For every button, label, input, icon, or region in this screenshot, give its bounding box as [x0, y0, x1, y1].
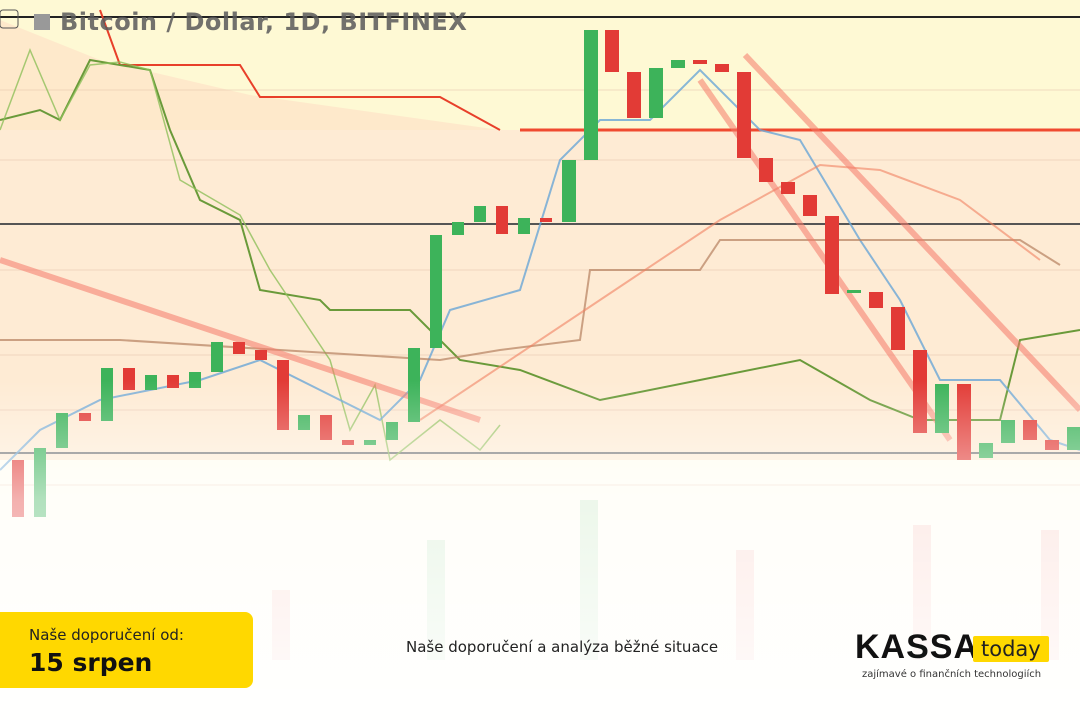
badge-date: 15 srpen — [29, 648, 153, 677]
date-badge: Naše doporučení od: 15 srpen — [0, 612, 253, 688]
chart-title: Bitcoin / Dollar, 1D, BITFINEX — [60, 8, 468, 36]
logo-name: KASSA — [855, 628, 980, 666]
caption: Naše doporučení a analýza běžné situace — [406, 638, 719, 656]
logo-tag: today — [973, 636, 1049, 662]
logo: KASSA today zajímavé o finančních techno… — [855, 628, 1049, 680]
logo-slogan: zajímavé o finančních technologiích — [862, 669, 1042, 680]
badge-label: Naše doporučení od: — [29, 626, 184, 644]
